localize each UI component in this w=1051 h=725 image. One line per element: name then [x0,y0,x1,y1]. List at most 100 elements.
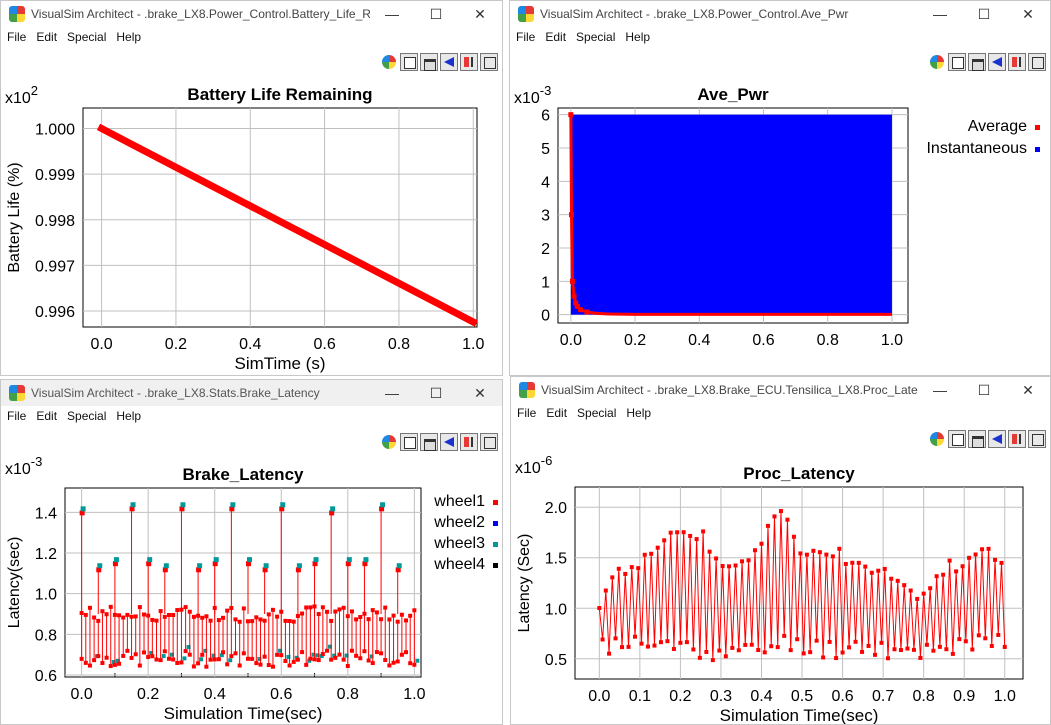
menu-file[interactable]: File [7,409,27,423]
wheel3-point [328,644,333,649]
menu-edit[interactable]: Edit [546,406,568,420]
reset-axes-icon[interactable] [440,53,458,71]
proc-latency-point [898,648,903,653]
proc-latency-point [824,552,829,557]
title-bar[interactable]: VisualSim Architect - .brake_LX8.Brake_E… [511,377,1050,403]
menu-file[interactable]: File [517,406,537,420]
proc-latency-point [843,561,848,566]
legend-marker [493,563,498,568]
x-tick-label: 0.8 [913,688,935,705]
menu-help[interactable]: Help [625,30,651,44]
save-icon[interactable] [400,433,418,451]
latency-point [325,648,330,653]
proc-latency-point [717,648,722,653]
wheel3-peak-point [263,563,269,569]
latency-point [408,613,413,618]
maximize-button[interactable]: ☐ [977,381,991,398]
save-icon[interactable] [400,53,418,71]
menu-edit[interactable]: Edit [36,409,58,423]
proc-latency-point [652,643,657,648]
wheel3-peak-point [130,502,136,508]
menu-special[interactable]: Special [577,406,617,420]
close-button[interactable]: ✕ [1022,5,1034,22]
exponent-base: x10 [5,461,31,478]
menu-special[interactable]: Special [576,30,616,44]
reset-axes-icon[interactable] [988,430,1006,448]
print-icon[interactable] [420,433,438,451]
minimize-button[interactable]: — [385,6,399,22]
palette-icon[interactable] [928,430,946,448]
proc-latency-point [795,637,800,642]
fill-icon[interactable] [460,433,478,451]
brake-latency-chart: 0.0 0.2 0.4 0.6 0.8 1.0 0.6 0.8 1.0 1.2 1.4 Brake_L… [5,456,498,723]
proc-latency-point [727,564,732,569]
zoom-fit-icon[interactable] [1028,53,1046,71]
latency-point [325,609,330,614]
print-icon[interactable] [968,53,986,71]
minimize-button[interactable]: — [385,385,399,401]
zoom-fit-icon[interactable] [1028,430,1046,448]
fill-icon[interactable] [1008,430,1026,448]
title-bar[interactable]: VisualSim Architect - .brake_LX8.Power_C… [1,1,502,27]
print-icon[interactable] [420,53,438,71]
latency-point [287,663,292,668]
y-tick-label: 1.4 [35,505,57,522]
fill-icon[interactable] [1008,53,1026,71]
proc-latency-point [950,651,955,656]
wheel3-point [257,657,262,662]
reset-axes-icon[interactable] [988,53,1006,71]
menu-file[interactable]: File [7,30,27,44]
palette-icon[interactable] [928,53,946,71]
wheel3-point [186,645,191,650]
latency-point [208,618,213,623]
maximize-button[interactable]: ☐ [429,5,443,22]
minimize-button[interactable]: — [933,6,947,22]
menu-file[interactable]: File [516,30,536,44]
y-axis-label: Battery Life (%) [6,162,23,272]
title-bar[interactable]: VisualSim Architect - .brake_LX8.Power_C… [510,1,1050,27]
latency-point [245,619,250,624]
legend-label: Average [968,118,1027,135]
latency-point [304,605,309,610]
menu-bar: File Edit Special Help [510,27,1050,47]
proc-latency-point [944,647,949,652]
menu-help[interactable]: Help [116,30,142,44]
close-button[interactable]: ✕ [474,5,486,22]
title-bar[interactable]: VisualSim Architect - .brake_LX8.Stats.B… [1,380,502,406]
proc-latency-point [746,558,751,563]
proc-latency-point [665,639,670,644]
visualsim-app-icon [9,6,25,22]
wheel3-point [228,658,233,663]
zoom-fit-icon[interactable] [480,433,498,451]
palette-icon[interactable] [380,433,398,451]
save-icon[interactable] [948,53,966,71]
plot-area [64,487,422,678]
legend-marker [493,500,498,505]
zoom-fit-icon[interactable] [480,53,498,71]
menu-help[interactable]: Help [116,409,142,423]
fill-icon[interactable] [460,53,478,71]
close-button[interactable]: ✕ [474,384,486,401]
menu-special[interactable]: Special [67,30,107,44]
palette-icon[interactable] [380,53,398,71]
proc-latency-point [597,606,602,611]
menu-help[interactable]: Help [626,406,652,420]
minimize-button[interactable]: — [933,382,947,398]
maximize-button[interactable]: ☐ [977,5,991,22]
save-icon[interactable] [948,430,966,448]
maximize-button[interactable]: ☐ [429,384,443,401]
chart-title: Brake_Latency [183,465,305,484]
latency-point [92,658,97,663]
wheel3-point [161,654,166,659]
menu-special[interactable]: Special [67,409,107,423]
wheel3-point [169,652,174,657]
menu-edit[interactable]: Edit [36,30,58,44]
latency-point [412,608,417,613]
close-button[interactable]: ✕ [1022,381,1034,398]
latency-point [395,659,400,664]
menu-edit[interactable]: Edit [545,30,567,44]
reset-axes-icon[interactable] [440,433,458,451]
print-icon[interactable] [968,430,986,448]
proc-latency-point [691,647,696,652]
window-title: VisualSim Architect - .brake_LX8.Brake_E… [541,383,918,397]
